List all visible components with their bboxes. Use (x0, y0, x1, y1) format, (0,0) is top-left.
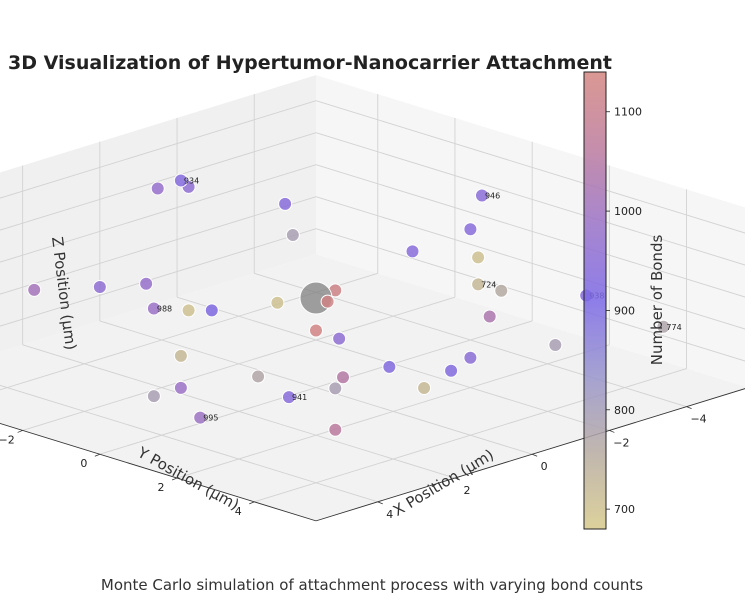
scatter-point (474, 188, 489, 203)
grid-line (315, 132, 745, 266)
scatter-point (471, 250, 486, 265)
grid-line (0, 384, 378, 503)
scatter-point (251, 369, 266, 384)
x-tick-label: −2 (613, 436, 629, 449)
grid-line (0, 100, 317, 199)
grid-line (315, 164, 745, 298)
point-label: 774 (666, 323, 681, 332)
scatter-point (382, 359, 397, 374)
scatter-point (146, 389, 161, 404)
scatter-point (27, 282, 42, 297)
colorbar-tick-label: 900 (614, 304, 635, 317)
x-tick-label: 2 (463, 484, 470, 497)
scatter-point (336, 370, 351, 385)
grid-line (0, 132, 317, 231)
point-label: 995 (203, 414, 218, 423)
scatter-point (332, 331, 347, 346)
y-tick-mark (17, 430, 23, 433)
scatter-point (285, 228, 300, 243)
scatter-point (482, 309, 497, 324)
point-label: 946 (485, 191, 500, 200)
colorbar-ticks: 700 800 900 1000 1100 (606, 106, 642, 516)
scatter-point (173, 380, 188, 395)
scatter-point (463, 350, 478, 365)
tick-labels: −4−4−4−2−2−2000222444 (0, 406, 707, 521)
colorbar-tick-label: 800 (614, 404, 635, 417)
chart-caption: Monte Carlo simulation of attachment pro… (101, 576, 643, 594)
grid-line (22, 344, 456, 479)
y-tick-label: 2 (158, 481, 165, 494)
grid-line (99, 320, 533, 455)
x-tick-mark (532, 453, 538, 457)
x-tick-mark (609, 430, 615, 433)
x-tick-label: 4 (386, 508, 393, 521)
data-points: 934946988774724938995941 (27, 173, 682, 437)
y-tick-mark (171, 477, 178, 481)
scatter-point (146, 301, 161, 316)
grid-lines (0, 94, 745, 503)
scatter-point (656, 319, 671, 334)
x-tick-label: 0 (541, 460, 548, 473)
scatter-point (548, 337, 563, 352)
y-tick-mark (94, 453, 100, 457)
colorbar-bar (583, 71, 607, 530)
y-tick-label: 0 (80, 457, 87, 470)
scatter-point (463, 222, 478, 237)
colorbar-label: Number of Bonds (648, 235, 666, 366)
scatter-point (193, 410, 208, 425)
scatter-point (281, 390, 296, 405)
scatter-point (328, 381, 343, 396)
x-tick-mark (377, 501, 383, 505)
scatter-point (417, 380, 432, 395)
colorbar-tick-label: 700 (614, 503, 635, 516)
scatter-point (278, 196, 293, 211)
colorbar: 700 800 900 1000 1100 Number of Bonds (583, 71, 666, 530)
scatter-point (181, 303, 196, 318)
y-tick-mark (249, 501, 255, 505)
scatter-point (139, 276, 154, 291)
y-tick-label: 4 (235, 505, 242, 518)
scatter-point (204, 303, 219, 318)
scatter-point (328, 422, 343, 437)
grid-line (254, 368, 687, 503)
axis-panes (0, 75, 745, 521)
point-label: 724 (481, 280, 496, 289)
scatter-point (270, 295, 285, 310)
colorbar-tick-label: 1000 (614, 205, 642, 218)
scatter-point (173, 348, 188, 363)
scatter-point (405, 244, 420, 259)
x-tick-label: −4 (690, 413, 706, 426)
y-tick-label: −2 (0, 433, 15, 446)
scatter-point (150, 181, 165, 196)
scatter-point (471, 277, 486, 292)
grid-line (315, 100, 745, 234)
scatter-point (444, 363, 459, 378)
point-label: 941 (292, 393, 307, 402)
scatter-point (494, 283, 509, 298)
x-tick-mark (454, 477, 461, 481)
grid-line (176, 344, 610, 479)
point-label: 934 (184, 176, 199, 185)
chart-title: 3D Visualization of Hypertumor-Nanocarri… (8, 52, 612, 74)
scatter-point (320, 294, 335, 309)
scatter-point (92, 280, 107, 294)
scatter-point (173, 173, 188, 188)
x-tick-mark (686, 406, 692, 410)
scatter-point (309, 323, 323, 338)
colorbar-tick-label: 1100 (614, 106, 642, 119)
floor-pane (0, 254, 745, 521)
point-label: 988 (157, 304, 172, 313)
grid-line (0, 164, 317, 263)
